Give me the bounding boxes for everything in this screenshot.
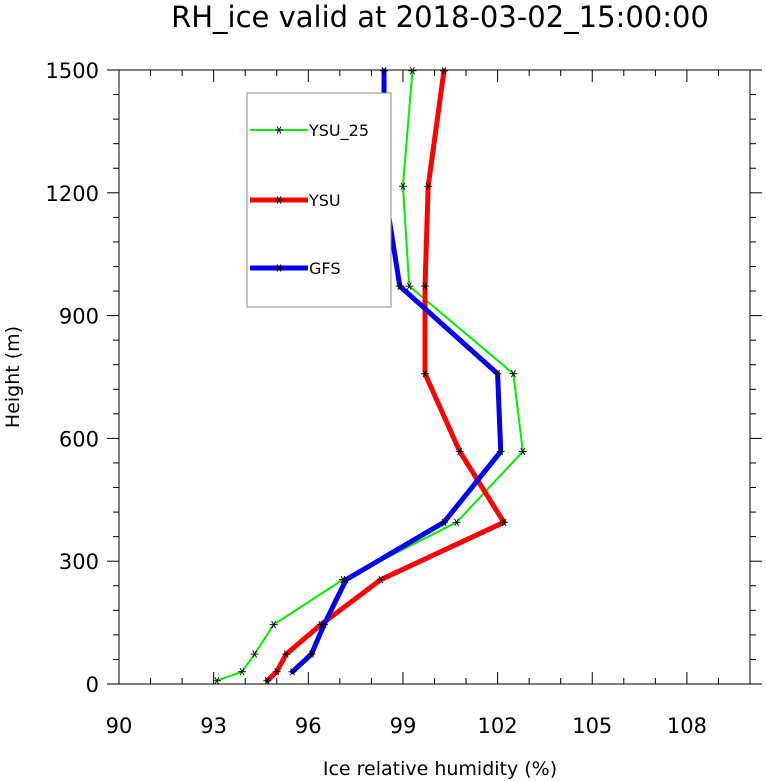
data-point: [405, 282, 414, 290]
data-point: [307, 650, 316, 658]
y-tick-label: 900: [59, 305, 99, 329]
data-point: [518, 447, 527, 456]
series-ysu: [263, 67, 508, 685]
data-point: [269, 620, 278, 629]
data-point: [496, 447, 505, 456]
x-tick-label: 102: [478, 714, 518, 738]
chart-title: RH_ice valid at 2018-03-02_15:00:00: [171, 0, 709, 34]
x-tick-label: 105: [572, 714, 612, 738]
data-point: [408, 67, 417, 75]
data-point: [282, 650, 291, 658]
series-line: [290, 68, 504, 675]
data-point: [342, 575, 351, 584]
x-tick-label: 99: [390, 714, 417, 738]
y-tick-label: 600: [59, 427, 99, 451]
y-axis-label: Height (m): [2, 326, 24, 428]
ticks-layer: 90 93 96 99 102 105 108 0 300 600 900 1200 1500: [46, 59, 762, 738]
data-point: [275, 126, 283, 134]
x-tick-label: 90: [106, 714, 133, 738]
data-point: [272, 668, 281, 676]
data-point: [452, 518, 461, 527]
data-point: [395, 282, 404, 290]
data-point: [398, 182, 407, 190]
data-point: [376, 575, 385, 584]
data-point: [439, 67, 448, 75]
data-point: [421, 282, 430, 290]
data-point: [320, 620, 329, 629]
data-point: [250, 650, 259, 658]
legend: YSU_25 YSU GFS: [246, 92, 392, 308]
legend-entry: GFS: [250, 259, 340, 278]
y-tick-label: 0: [86, 673, 99, 697]
data-point: [424, 182, 433, 190]
data-point: [499, 518, 508, 527]
data-point: [455, 447, 464, 456]
series-layer: [212, 67, 527, 685]
data-point: [275, 196, 283, 204]
data-point: [288, 668, 297, 676]
plot-frame: [118, 69, 751, 685]
data-point: [238, 668, 247, 676]
x-axis-label: Ice relative humidity (%): [323, 758, 557, 780]
x-tick-label: 96: [295, 714, 322, 738]
legend-label: YSU: [308, 191, 341, 210]
legend-entry: YSU_25: [250, 121, 369, 141]
data-point: [509, 370, 518, 378]
data-point: [380, 67, 389, 75]
legend-entry: YSU: [250, 191, 341, 210]
data-point: [493, 370, 502, 378]
data-point: [212, 677, 221, 685]
y-tick-label: 1500: [46, 59, 99, 83]
x-tick-label: 93: [200, 714, 227, 738]
y-tick-label: 300: [59, 550, 99, 574]
x-tick-label: 108: [667, 714, 707, 738]
data-point: [263, 677, 272, 685]
data-point: [439, 518, 448, 527]
y-tick-label: 1200: [46, 182, 99, 206]
data-point: [421, 370, 430, 378]
legend-label: GFS: [309, 259, 340, 278]
data-point: [275, 264, 283, 272]
legend-label: YSU_25: [308, 121, 369, 141]
